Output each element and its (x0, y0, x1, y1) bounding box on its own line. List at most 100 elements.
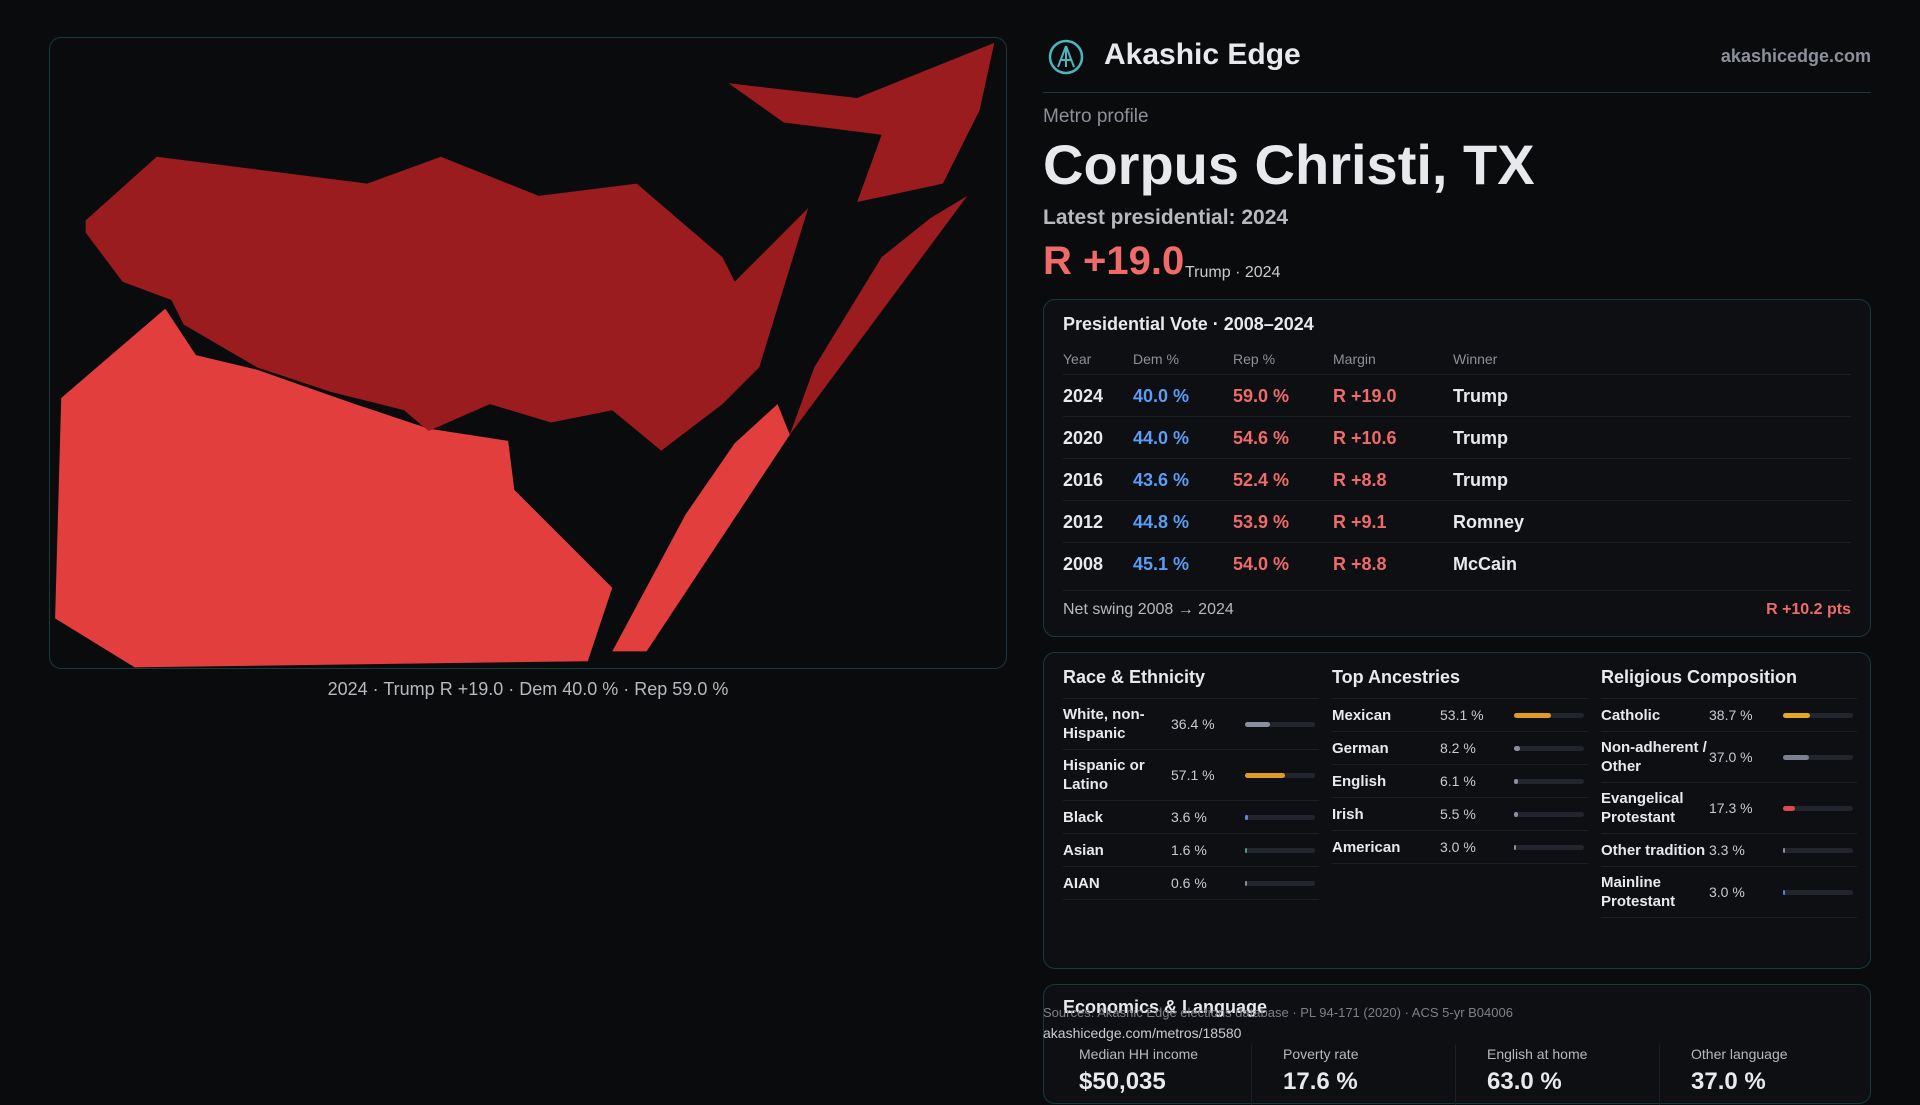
brand: Akashic Edge (1104, 38, 1301, 71)
bar (1783, 805, 1796, 811)
divider (1251, 1045, 1252, 1105)
demographic-row: Hispanic or Latino 57.1 % (1063, 750, 1319, 801)
table-cell: 2008 (1063, 554, 1104, 574)
table-row: 2024 40.0 % 59.0 % R +19.0 Trump (1063, 374, 1851, 416)
demographic-row: AIAN 0.6 % (1063, 867, 1319, 900)
table-cell: Trump (1453, 428, 1509, 448)
table-row: 2008 45.1 % 54.0 % R +8.8 McCain (1063, 542, 1851, 584)
row-value: 3.3 % (1709, 842, 1745, 858)
demographic-column: Religious Composition Catholic 38.7 % Non-a… (1601, 667, 1857, 918)
bar (1245, 814, 1248, 820)
column-header: Rep % (1233, 351, 1276, 367)
row-label: Black (1063, 808, 1104, 826)
bar-track (1783, 712, 1853, 718)
divider (1063, 590, 1851, 591)
table-cell: 2016 (1063, 470, 1104, 490)
column-header: Dem % (1133, 351, 1179, 367)
row-value: 1.6 % (1171, 842, 1207, 858)
table-cell: Romney (1453, 512, 1525, 532)
site-link[interactable]: akashicedge.com (1720, 46, 1871, 66)
metric-value: $50,035 (1079, 1068, 1166, 1095)
bar-track (1514, 778, 1584, 784)
divider (1659, 1045, 1660, 1105)
county-shape (85, 156, 809, 451)
demographic-row: Evangelical Protestant 17.3 % (1601, 783, 1857, 834)
metric-value: 17.6 % (1283, 1068, 1358, 1095)
county-shape (612, 404, 790, 652)
row-label: AIAN (1063, 874, 1100, 892)
column-header: Year (1063, 351, 1092, 367)
bar-track (1245, 772, 1315, 778)
latest-margin: R +19.0 (1043, 239, 1185, 283)
table-cell: 53.9 % (1233, 512, 1290, 532)
row-value: 37.0 % (1709, 749, 1753, 765)
bar-track (1514, 811, 1584, 817)
latest-label: Latest presidential: 2024 (1043, 206, 1289, 229)
demographics-panel: Race & Ethnicity White, non-Hispanic 36.4 … (1043, 652, 1871, 969)
row-value: 36.4 % (1171, 716, 1215, 732)
row-label: American (1332, 838, 1401, 856)
demographic-row: Other tradition 3.3 % (1601, 834, 1857, 867)
demographic-row: Catholic 38.7 % (1601, 699, 1857, 732)
column-title: Religious Composition (1601, 667, 1857, 699)
row-label: Non-adherent / Other (1601, 739, 1707, 775)
table-cell: R +10.6 (1333, 428, 1397, 448)
table-cell: 43.6 % (1133, 470, 1190, 490)
table-cell: 2012 (1063, 512, 1104, 532)
row-value: 3.0 % (1440, 839, 1476, 855)
demographic-column: Top Ancestries Mexican 53.1 % German 8.2 % En… (1332, 667, 1588, 864)
column-header: Winner (1453, 351, 1498, 367)
metric-value: 37.0 % (1691, 1068, 1766, 1095)
bar-track (1245, 814, 1315, 820)
bar (1245, 847, 1247, 853)
row-value: 3.0 % (1709, 884, 1745, 900)
bar-track (1245, 847, 1315, 853)
map (55, 42, 995, 668)
table-cell: R +19.0 (1333, 386, 1397, 406)
table-cell: 2024 (1063, 386, 1104, 406)
bar (1783, 847, 1786, 853)
bar (1245, 880, 1247, 886)
row-label: Mexican (1332, 706, 1392, 724)
bar-track (1783, 847, 1853, 853)
table-cell: McCain (1453, 554, 1518, 574)
table-cell: 45.1 % (1133, 554, 1190, 574)
divider (1455, 1045, 1456, 1105)
demographic-row: English 6.1 % (1332, 765, 1588, 798)
bar (1514, 811, 1518, 817)
table-cell: 44.8 % (1133, 512, 1190, 532)
row-value: 53.1 % (1440, 707, 1484, 723)
row-label: Asian (1063, 841, 1104, 859)
demographic-row: Mainline Protestant 3.0 % (1601, 867, 1857, 918)
row-value: 5.5 % (1440, 806, 1476, 822)
county-shape (789, 195, 968, 435)
metric-label: Other language (1691, 1046, 1788, 1062)
page: {"header":{"brand":"Akashic Edge","site"… (49, 37, 1871, 1105)
table-row: 2012 44.8 % 53.9 % R +9.1 Romney (1063, 500, 1851, 542)
table-row: 2016 43.6 % 52.4 % R +8.8 Trump (1063, 458, 1851, 500)
row-value: 3.6 % (1171, 809, 1207, 825)
metric-label: Median HH income (1079, 1046, 1199, 1062)
demographic-row: Non-adherent / Other 37.0 % (1601, 732, 1857, 783)
bar-track (1514, 844, 1584, 850)
column-header: Margin (1333, 351, 1376, 367)
demographic-row: German 8.2 % (1332, 732, 1588, 765)
page-url[interactable]: akashicedge.com/metros/18580 (1043, 1025, 1242, 1041)
divider (1043, 92, 1871, 93)
column-title: Race & Ethnicity (1063, 667, 1319, 699)
bar (1514, 844, 1517, 850)
bar (1514, 712, 1552, 718)
demographic-row: Asian 1.6 % (1063, 834, 1319, 867)
bar (1245, 721, 1271, 727)
metric-value: 63.0 % (1487, 1068, 1562, 1095)
row-label: Evangelical Protestant (1601, 790, 1684, 826)
presidential-panel: Presidential Vote · 2008–2024 Net swing … (1043, 299, 1871, 637)
bar-track (1783, 805, 1853, 811)
county-shape (728, 42, 995, 203)
table-cell: 2020 (1063, 428, 1104, 448)
panel-title: Presidential Vote · 2008–2024 (1063, 314, 1314, 334)
row-label: English (1332, 772, 1387, 790)
table-cell: R +8.8 (1333, 554, 1387, 574)
row-value: 38.7 % (1709, 707, 1753, 723)
row-label: Irish (1332, 805, 1364, 823)
